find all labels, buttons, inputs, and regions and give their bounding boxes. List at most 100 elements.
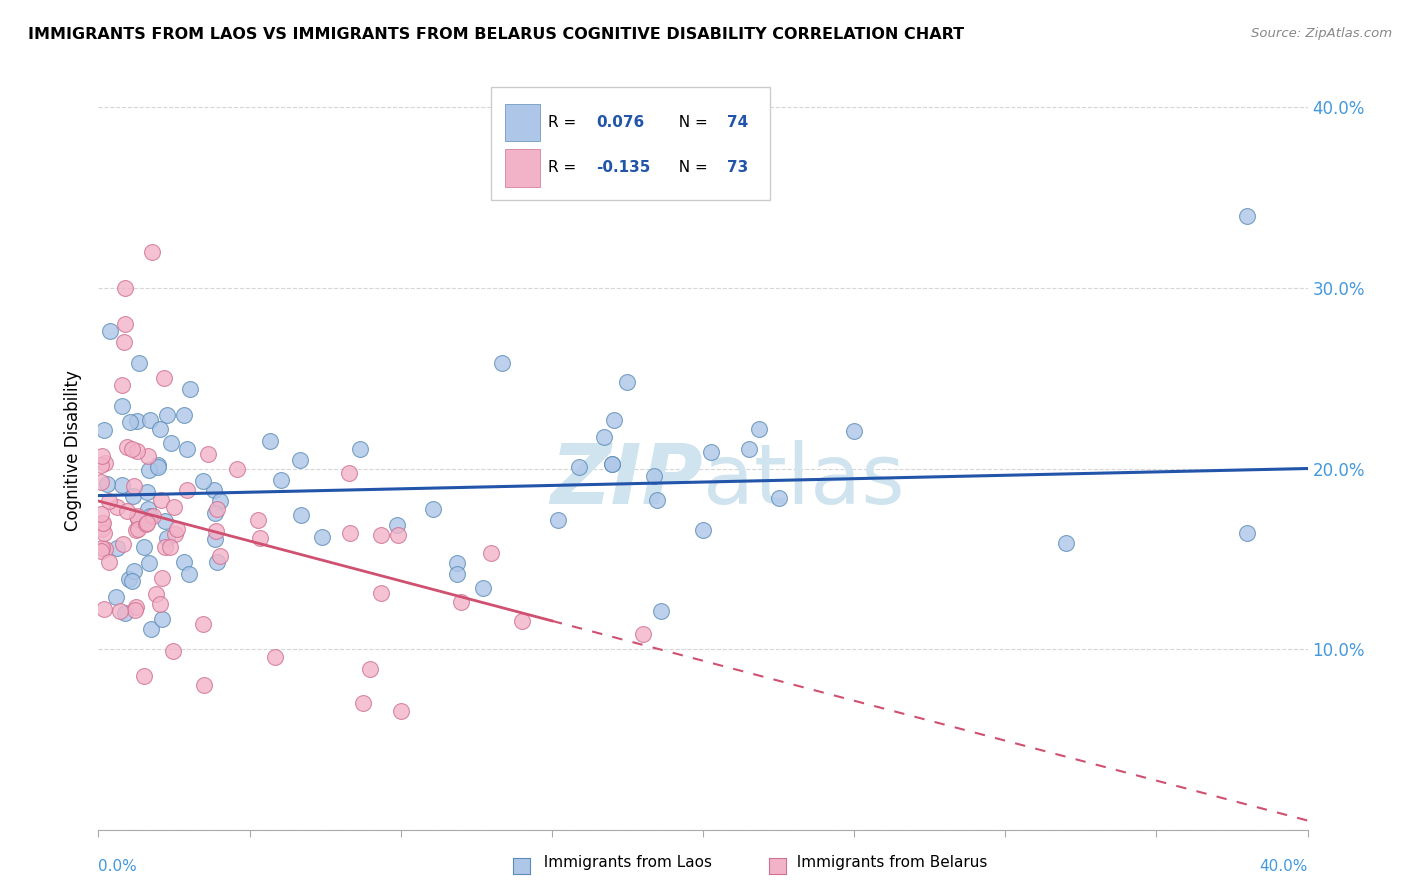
Text: IMMIGRANTS FROM LAOS VS IMMIGRANTS FROM BELARUS COGNITIVE DISABILITY CORRELATION: IMMIGRANTS FROM LAOS VS IMMIGRANTS FROM … [28,27,965,42]
Text: Source: ZipAtlas.com: Source: ZipAtlas.com [1251,27,1392,40]
Point [176,483,198,497]
Text: 0.0%: 0.0% [98,859,138,874]
Point [446,567,468,582]
Point [176,442,198,456]
Point [1236,525,1258,540]
Point [138,508,160,523]
Text: 74: 74 [727,115,748,129]
Point [603,413,626,427]
FancyBboxPatch shape [492,87,769,201]
Text: 0.076: 0.076 [596,115,645,129]
Point [93,525,115,540]
Point [197,447,219,461]
Point [128,356,150,370]
Point [204,506,226,520]
Point [132,540,155,554]
Point [370,585,392,599]
Point [108,604,131,618]
Point [91,516,114,531]
Point [90,458,112,473]
Point [844,424,866,438]
Point [370,528,392,542]
Point [145,587,167,601]
Point [111,477,134,491]
Point [225,461,247,475]
Point [105,541,128,555]
Point [173,408,195,422]
Point [193,678,215,692]
Point [389,704,412,718]
Point [122,479,145,493]
Point [288,452,311,467]
Point [121,574,143,588]
Point [124,603,146,617]
Point [163,526,186,541]
Text: N =: N = [669,115,713,129]
Point [125,599,148,614]
Point [650,604,672,618]
Point [149,597,172,611]
Point [209,549,232,563]
Point [122,489,145,503]
Point [264,650,287,665]
Point [93,423,115,437]
Point [149,422,172,436]
FancyBboxPatch shape [505,150,540,186]
FancyBboxPatch shape [505,104,540,141]
Point [122,565,145,579]
Point [647,493,669,508]
Point [121,442,143,456]
Point [422,502,444,516]
Point [139,413,162,427]
Point [208,493,231,508]
Point [153,514,176,528]
Point [602,457,624,471]
Point [94,456,117,470]
Point [156,408,179,422]
Text: R =: R = [548,161,581,175]
Point [748,422,770,436]
Point [136,516,159,531]
Point [90,507,112,521]
Point [1236,209,1258,223]
Point [127,508,149,523]
Point [136,485,159,500]
Point [768,491,790,505]
Point [104,590,127,604]
Point [112,335,135,350]
Point [117,440,139,454]
Text: R =: R = [548,115,581,129]
Text: atlas: atlas [703,441,904,521]
Point [568,460,591,475]
Point [616,375,638,389]
Point [162,644,184,658]
Point [146,458,169,472]
Point [136,502,159,516]
Point [259,434,281,448]
Point [91,541,114,556]
Point [96,477,118,491]
Point [134,668,156,682]
Point [249,531,271,545]
Point [125,414,148,428]
Point [135,516,157,531]
Point [112,537,135,551]
Point [205,555,228,569]
Point [150,572,173,586]
Point [127,512,149,526]
Point [138,556,160,570]
Point [114,606,136,620]
Point [110,378,132,392]
Point [631,627,654,641]
Point [387,528,409,542]
Point [738,442,761,457]
Point [97,494,120,508]
Point [138,463,160,477]
Text: ZIP: ZIP [550,441,703,521]
Text: 40.0%: 40.0% [1260,859,1308,874]
Point [339,466,361,480]
Point [127,444,149,458]
Point [191,474,214,488]
Point [153,540,176,554]
Point [247,513,270,527]
